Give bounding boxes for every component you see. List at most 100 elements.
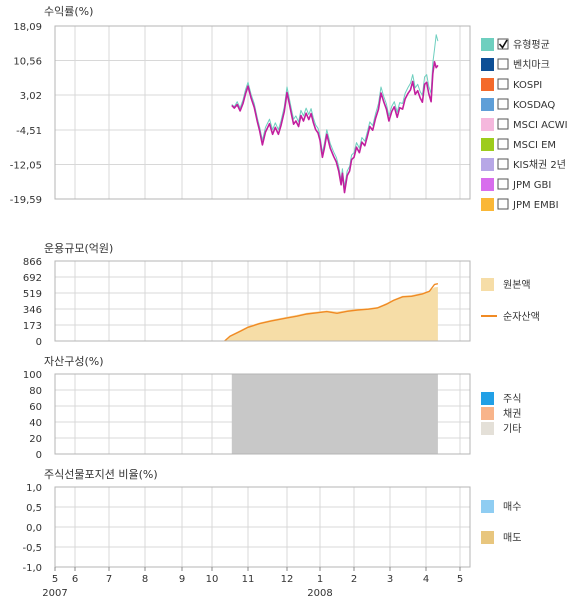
- futures-legend-1-label: 매도: [503, 532, 521, 544]
- futures-y-tick-label: -1,0: [22, 563, 42, 574]
- x-tick-label: 11: [242, 574, 255, 585]
- series-line-fund-return: [231, 61, 439, 194]
- legend-item-3-checkbox[interactable]: [497, 98, 509, 110]
- futures-plot-frame: [54, 486, 471, 568]
- legend-item-8-label: JPM EMBI: [512, 200, 559, 211]
- x-tick-label: 4: [423, 574, 429, 585]
- fund-size-legend-0-swatch: [481, 278, 494, 291]
- legend-item-7-swatch: [481, 178, 494, 191]
- legend-item-6-swatch: [481, 158, 494, 171]
- fund-size-plot-frame: [54, 260, 471, 342]
- x-tick-label: 5: [457, 574, 463, 585]
- asset-y-tick-label: 20: [29, 434, 42, 445]
- legend-item-4-checkbox[interactable]: [497, 118, 509, 130]
- fund-size-y-tick-label: 692: [23, 273, 42, 284]
- asset-allocation-chart-title: 자산구성(%): [44, 355, 104, 368]
- legend-item-6-label: KIS채권 2년: [513, 159, 566, 171]
- x-tick-label: 5: [52, 574, 58, 585]
- fund-size-chart-title: 운용규모(억원): [44, 242, 113, 255]
- x-tick-label: 8: [142, 574, 148, 585]
- legend-item-2-checkbox[interactable]: [497, 78, 509, 90]
- fund-size-y-tick-label: 519: [23, 289, 42, 300]
- x-tick-label: 3: [387, 574, 393, 585]
- futures-position-chart-title: 주식선물포지션 비율(%): [44, 468, 158, 481]
- asset-legend-1-label: 채권: [503, 408, 521, 420]
- legend-item-0-swatch: [481, 38, 494, 51]
- legend-item-8-swatch: [481, 198, 494, 211]
- asset-plot-frame: [54, 373, 471, 455]
- x-year-label: 2007: [42, 588, 67, 598]
- asset-legend-0-label: 주식: [503, 393, 521, 405]
- x-tick-label: 12: [281, 574, 294, 585]
- fund-size-y-tick-label: 346: [23, 305, 42, 316]
- x-tick-label: 9: [179, 574, 185, 585]
- asset-y-tick-label: 40: [29, 418, 42, 429]
- principal-area: [224, 287, 438, 341]
- legend-item-7-checkbox[interactable]: [497, 178, 509, 190]
- return-panel: 수익률(%) 18,09 10,56 3,02 -4,51 -12,05 -19,59 유형…: [10, 5, 568, 211]
- asset-y-tick-label: 100: [23, 370, 42, 381]
- legend-item-5-checkbox[interactable]: [497, 138, 509, 150]
- x-tick-label: 6: [72, 574, 78, 585]
- legend-item-4-swatch: [481, 118, 494, 131]
- asset-y-tick-label: 60: [29, 402, 42, 413]
- futures-legend-0-label: 매수: [503, 501, 521, 513]
- legend-item-5-label: MSCI EM: [513, 140, 556, 151]
- futures-y-tick-label: -0,5: [22, 543, 42, 554]
- fund-size-legend-1-label: 순자산액: [503, 311, 540, 323]
- fund-size-y-tick-label: 0: [36, 337, 42, 348]
- legend-item-3-swatch: [481, 98, 494, 111]
- legend-item-2-swatch: [481, 78, 494, 91]
- legend-item-6-checkbox[interactable]: [497, 158, 509, 170]
- legend-item-4-label: MSCI ACWI: [513, 120, 568, 131]
- return-y-tick-label: -4,51: [16, 126, 42, 137]
- legend-item-5-swatch: [481, 138, 494, 151]
- asset-area-other: [231, 374, 438, 454]
- return-y-tick-label: -19,59: [10, 195, 42, 206]
- legend-item-1-swatch: [481, 58, 494, 71]
- asset-y-tick-label: 80: [29, 386, 42, 397]
- legend-item-0-checkbox[interactable]: [497, 38, 509, 50]
- x-year-label: 2008: [307, 588, 332, 598]
- return-y-tick-label: 3,02: [20, 91, 42, 102]
- return-chart-title: 수익률(%): [44, 5, 93, 18]
- x-tick-label: 10: [206, 574, 219, 585]
- net-asset-line: [224, 283, 439, 342]
- asset-legend-0-swatch: [481, 392, 494, 405]
- futures-legend-1-swatch: [481, 531, 494, 544]
- x-tick-label: 2: [351, 574, 357, 585]
- asset-legend-2-label: 기타: [503, 423, 521, 435]
- futures-y-tick-label: 0,0: [26, 523, 42, 534]
- x-tick-label: 1: [317, 574, 323, 585]
- return-plot-area: [55, 26, 470, 199]
- return-y-tick-label: 10,56: [13, 57, 42, 68]
- return-plot-frame: [54, 25, 471, 200]
- legend-item-2-label: KOSPI: [513, 80, 542, 91]
- legend-item-3-label: KOSDAQ: [513, 100, 555, 111]
- fund-size-y-tick-label: 866: [23, 257, 42, 268]
- asset-legend-1-swatch: [481, 407, 494, 420]
- fund-size-y-tick-label: 173: [23, 321, 42, 332]
- legend-item-1-label: 벤치마크: [513, 59, 550, 71]
- legend-item-7-label: JPM GBI: [512, 180, 551, 191]
- asset-y-tick-label: 0: [36, 450, 42, 461]
- futures-y-tick-label: 1,0: [26, 483, 42, 494]
- fund-size-legend-0-label: 원본액: [503, 279, 531, 291]
- futures-legend-0-swatch: [481, 500, 494, 513]
- legend-item-0-label: 유형평균: [513, 39, 550, 51]
- x-tick-label: 7: [106, 574, 112, 585]
- legend-item-8-checkbox[interactable]: [497, 198, 509, 210]
- asset-legend-2-swatch: [481, 422, 494, 435]
- check-icon: [498, 39, 508, 49]
- legend-item-1-checkbox[interactable]: [497, 58, 509, 70]
- return-y-tick-label: 18,09: [13, 22, 42, 33]
